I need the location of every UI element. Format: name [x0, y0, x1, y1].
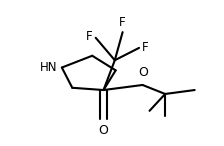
Text: HN: HN — [40, 61, 58, 74]
Text: O: O — [138, 66, 148, 79]
Text: F: F — [86, 30, 93, 43]
Text: O: O — [99, 124, 108, 137]
Text: F: F — [142, 41, 149, 54]
Text: F: F — [118, 16, 125, 29]
